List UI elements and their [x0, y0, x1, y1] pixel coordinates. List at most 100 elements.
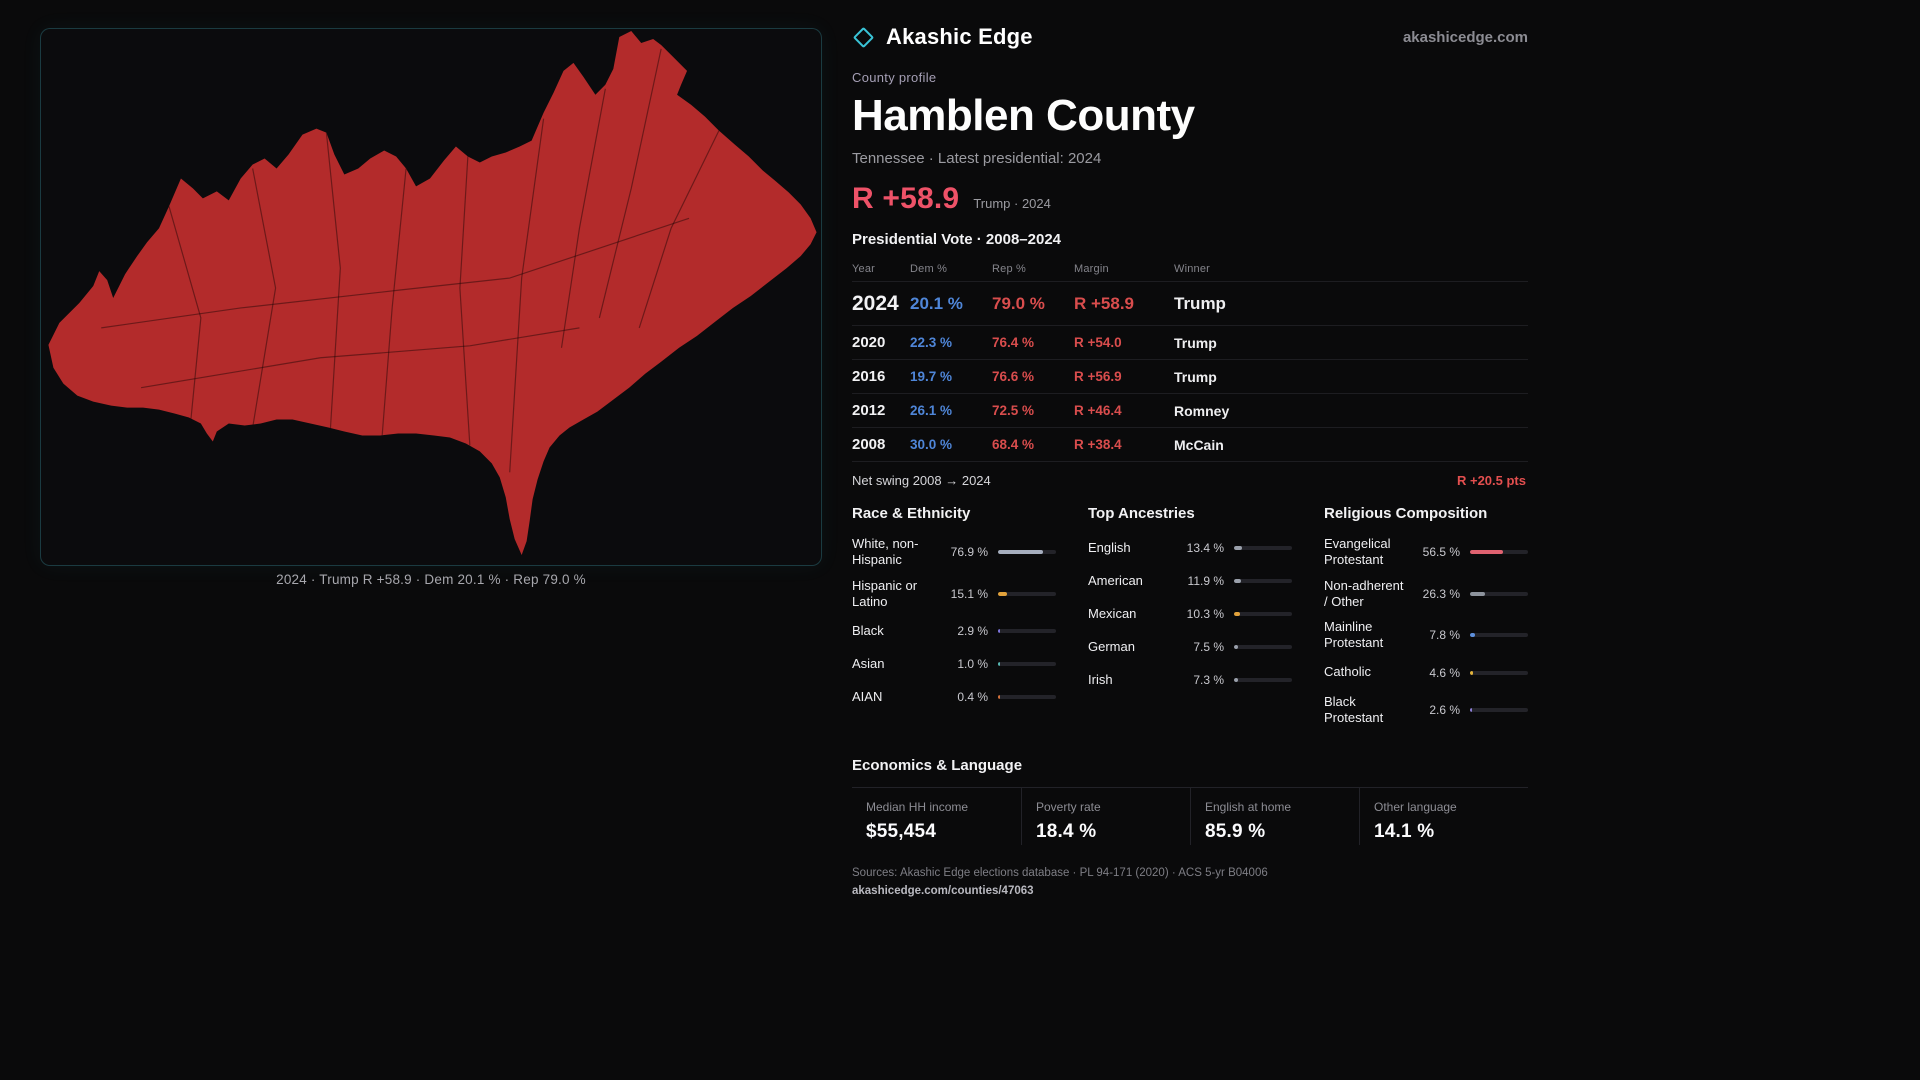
cell-year: 2016 — [852, 368, 886, 385]
cell-margin: R +46.4 — [1074, 403, 1122, 418]
cell-winner: Trump — [1174, 368, 1217, 385]
footer: Sources: Akashic Edge elections database… — [852, 867, 1528, 899]
demo-label: Non-adherent / Other — [1324, 577, 1404, 609]
cell-year: 2012 — [852, 402, 886, 419]
demo-value: 7.8 % — [1429, 628, 1460, 643]
demo-label: Irish — [1088, 671, 1113, 687]
demo-row: Asian 1.0 % — [852, 652, 1056, 676]
stat-value: $55,454 — [866, 821, 937, 842]
col-year: Year — [852, 262, 876, 275]
demo-bar-track — [1470, 550, 1528, 555]
demo-bar-fill — [998, 662, 1000, 666]
demo-row: Non-adherent / Other 26.3 % — [1324, 578, 1528, 611]
demo-bar-fill — [1234, 612, 1240, 616]
brand: Akashic Edge — [852, 24, 1033, 50]
stat-value: 18.4 % — [1036, 821, 1097, 842]
demographics-section: Race & Ethnicity White, non-Hispanic 76.… — [852, 505, 1528, 735]
col-margin: Margin — [1074, 262, 1109, 275]
demo-bar-fill — [1470, 707, 1472, 712]
demo-row: AIAN 0.4 % — [852, 685, 1056, 709]
cell-rep: 76.4 % — [992, 335, 1035, 350]
cell-rep: 68.4 % — [992, 437, 1035, 452]
cell-dem: 20.1 % — [910, 293, 963, 313]
demo-value: 1.0 % — [957, 657, 988, 671]
demo-bar-fill — [1470, 591, 1486, 596]
demo-row: English 13.4 % — [1088, 536, 1292, 560]
page-subtitle: Tennessee · Latest presidential: 2024 — [852, 150, 1102, 167]
demo-bar-track — [1470, 707, 1528, 712]
economics-title: Economics & Language — [852, 757, 1023, 774]
demo-row: Hispanic or Latino 15.1 % — [852, 578, 1056, 611]
economics-stats: Median HH income $55,454 Poverty rate 18… — [852, 787, 1528, 845]
cell-margin: R +54.0 — [1074, 335, 1122, 350]
table-header: Year Dem % Rep % Margin Winner — [852, 256, 1528, 282]
table-row: 2008 30.0 % 68.4 % R +38.4 McCain — [852, 428, 1528, 462]
demo-label: American — [1088, 572, 1143, 588]
demo-label: Hispanic or Latino — [852, 577, 918, 609]
demo-row: Evangelical Protestant 56.5 % — [1324, 536, 1528, 569]
section-title: Top Ancestries — [1088, 505, 1195, 522]
race-ethnicity-section: Race & Ethnicity White, non-Hispanic 76.… — [852, 505, 1056, 735]
brand-header: Akashic Edge akashicedge.com — [852, 24, 1528, 50]
stat-card: English at home 85.9 % — [1190, 788, 1359, 845]
brand-domain-link[interactable]: akashicedge.com — [1402, 28, 1528, 46]
demo-bar-track — [1470, 670, 1528, 675]
demo-bar-track — [998, 550, 1056, 555]
cell-winner: Trump — [1174, 334, 1217, 351]
demo-row: American 11.9 % — [1088, 569, 1292, 593]
demo-value: 7.5 % — [1193, 640, 1224, 654]
demo-row: Black Protestant 2.6 % — [1324, 694, 1528, 727]
table-row: 2024 20.1 % 79.0 % R +58.9 Trump — [852, 282, 1528, 326]
presidential-vote-table: Year Dem % Rep % Margin Winner 2024 20.1… — [852, 256, 1528, 462]
map-caption: 2024 · Trump R +58.9 · Dem 20.1 % · Rep … — [276, 572, 586, 587]
table-row: 2016 19.7 % 76.6 % R +56.9 Trump — [852, 360, 1528, 394]
demo-bar-track — [1234, 579, 1292, 583]
demo-bar-track — [1234, 678, 1292, 682]
demo-row: Irish 7.3 % — [1088, 668, 1292, 692]
demo-value: 2.9 % — [957, 624, 988, 638]
demo-bar-track — [1234, 546, 1292, 550]
table-row: 2012 26.1 % 72.5 % R +46.4 Romney — [852, 394, 1528, 428]
demo-label: Evangelical Protestant — [1324, 536, 1391, 568]
religion-section: Religious Composition Evangelical Protes… — [1324, 505, 1528, 735]
demo-bar-fill — [1470, 670, 1473, 675]
demo-bar-track — [998, 591, 1056, 596]
stat-label: Poverty rate — [1036, 800, 1101, 814]
demo-bar-fill — [1234, 678, 1239, 682]
demo-value: 2.6 % — [1429, 702, 1460, 717]
cell-dem: 26.1 % — [910, 403, 953, 418]
demo-label: Mainline Protestant — [1324, 619, 1384, 651]
cell-margin: R +38.4 — [1074, 437, 1122, 452]
footer-permalink[interactable]: akashicedge.com/counties/47063 — [852, 885, 1034, 897]
stat-label: English at home — [1205, 800, 1292, 814]
demo-bar-track — [1234, 612, 1292, 616]
ancestries-section: Top Ancestries English 13.4 % American 1… — [1088, 505, 1292, 735]
demo-row: White, non-Hispanic 76.9 % — [852, 536, 1056, 569]
stat-label: Median HH income — [866, 800, 969, 814]
section-title: Religious Composition — [1324, 505, 1488, 522]
demo-label: English — [1088, 539, 1131, 555]
demo-bar-fill — [998, 550, 1043, 555]
demo-row: Catholic 4.6 % — [1324, 661, 1528, 685]
demo-value: 13.4 % — [1186, 541, 1224, 555]
net-swing-value: R +20.5 pts — [1456, 473, 1526, 488]
cell-rep: 76.6 % — [992, 369, 1035, 384]
county-shape — [48, 30, 817, 556]
cell-year: 2020 — [852, 334, 886, 351]
demo-bar-fill — [998, 629, 1000, 633]
demo-label: White, non-Hispanic — [852, 536, 919, 568]
demo-bar-track — [1470, 591, 1528, 596]
demo-bar-fill — [1234, 645, 1239, 649]
stat-value: 14.1 % — [1374, 821, 1435, 842]
stat-value: 85.9 % — [1205, 821, 1266, 842]
cell-year: 2024 — [852, 291, 899, 315]
footer-sources: Sources: Akashic Edge elections database… — [852, 867, 1268, 879]
page-title: Hamblen County — [852, 91, 1195, 140]
demo-bar-fill — [998, 695, 1000, 699]
stat-label: Other language — [1374, 800, 1457, 814]
net-swing-label: Net swing 2008 → 2024 — [852, 473, 991, 488]
demo-label: AIAN — [852, 688, 883, 704]
county-map-card — [40, 28, 822, 566]
profile-kicker: County profile — [852, 70, 937, 85]
